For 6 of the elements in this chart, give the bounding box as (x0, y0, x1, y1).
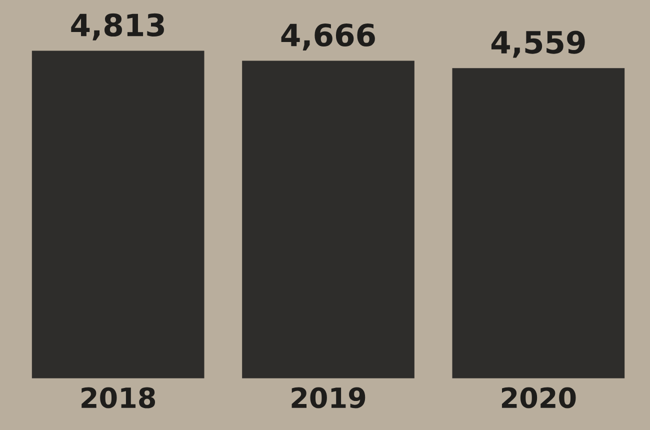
data-label: 4,813 (71, 13, 164, 40)
x-tick-label: 2019 (292, 387, 366, 408)
data-label: 4,666 (281, 23, 375, 50)
x-tick-label: 2020 (502, 387, 576, 408)
data-label: 4,559 (491, 30, 585, 58)
x-tick-label: 2018 (82, 387, 156, 408)
